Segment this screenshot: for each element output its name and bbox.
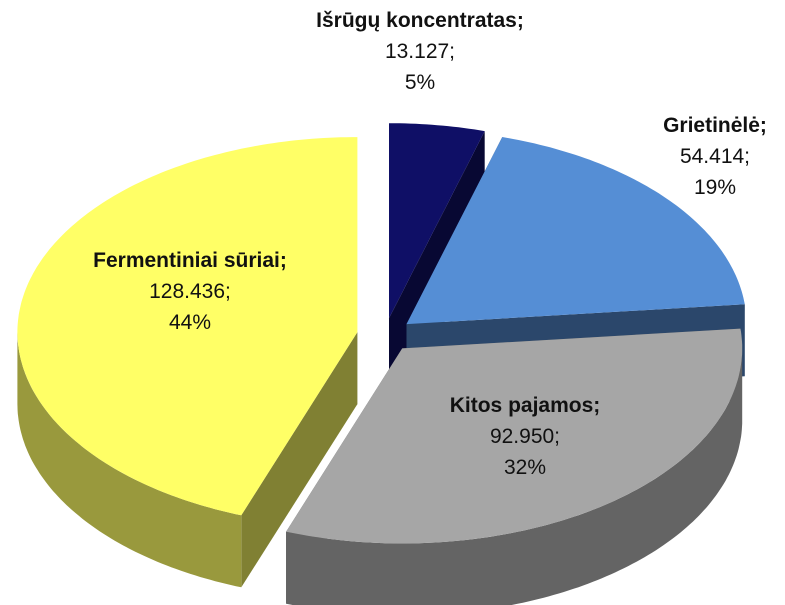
- percent-label: 44%: [168, 311, 212, 334]
- slice-side: [17, 332, 242, 588]
- percent-label: 19%: [693, 176, 737, 199]
- slice-label: Fermentiniai sūriai; 128.436; 44%: [60, 245, 320, 338]
- category-name: Grietinėlė;: [663, 114, 767, 137]
- value-label: 92.950;: [489, 425, 561, 448]
- percent-label: 5%: [404, 71, 436, 94]
- category-name: Kitos pajamos;: [449, 394, 601, 417]
- category-name: Išrūgų koncentratas;: [316, 9, 524, 32]
- slice-label: Grietinėlė; 54.414; 19%: [620, 110, 785, 203]
- percent-label: 32%: [503, 456, 547, 479]
- slice: [406, 137, 745, 325]
- slice-label: Kitos pajamos; 92.950; 32%: [380, 390, 670, 483]
- slice: [389, 123, 485, 319]
- slice: [286, 328, 743, 544]
- value-label: 13.127;: [384, 40, 456, 63]
- slice-edge: [241, 332, 358, 588]
- slice: [17, 137, 358, 516]
- slice-side: [286, 348, 743, 605]
- value-label: 54.414;: [679, 145, 751, 168]
- category-name: Fermentiniai sūriai;: [93, 249, 287, 272]
- value-label: 128.436;: [149, 280, 231, 303]
- slice-label: Išrūgų koncentratas; 13.127; 5%: [300, 5, 540, 98]
